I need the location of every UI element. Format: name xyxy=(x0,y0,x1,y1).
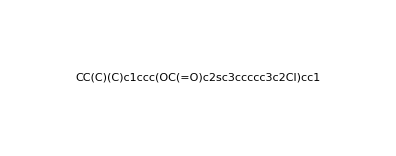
Text: CC(C)(C)c1ccc(OC(=O)c2sc3ccccc3c2Cl)cc1: CC(C)(C)c1ccc(OC(=O)c2sc3ccccc3c2Cl)cc1 xyxy=(75,73,321,83)
